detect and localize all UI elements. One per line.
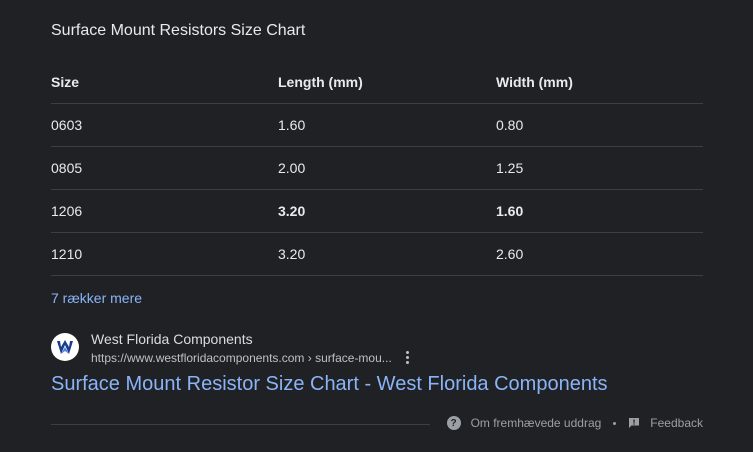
table-cell-size: 1210	[51, 232, 278, 276]
about-featured-snippets-label: Om fremhævede uddrag	[470, 416, 602, 430]
about-featured-snippets-link[interactable]: ? Om fremhævede uddrag	[446, 416, 602, 430]
feedback-label: Feedback	[650, 416, 703, 430]
source-url[interactable]: https://www.westfloridacomponents.com › …	[91, 351, 392, 365]
help-circle-icon: ?	[446, 416, 461, 430]
table-cell-width: 1.25	[496, 146, 703, 190]
result-title-link[interactable]: Surface Mount Resistor Size Chart - West…	[51, 373, 608, 395]
source-site-name[interactable]: West Florida Components	[91, 331, 253, 347]
table-cell-length: 2.00	[278, 146, 496, 190]
more-options-icon[interactable]	[400, 349, 414, 365]
table-header-row: Size Length (mm) Width (mm)	[51, 60, 703, 104]
table-cell-length: 3.20	[278, 189, 496, 233]
site-favicon-icon[interactable]	[51, 333, 79, 361]
size-table: Size Length (mm) Width (mm) 0603 1.60 0.…	[51, 60, 703, 276]
feedback-icon	[629, 418, 640, 428]
table-cell-length: 1.60	[278, 103, 496, 147]
table-row: 1210 3.20 2.60	[51, 232, 703, 276]
table-row-highlighted: 1206 3.20 1.60	[51, 189, 703, 233]
separator-dot	[613, 421, 617, 425]
snippet-title: Surface Mount Resistors Size Chart	[51, 22, 306, 39]
column-header-length: Length (mm)	[278, 60, 496, 104]
table-cell-width: 1.60	[496, 189, 703, 233]
snippet-footer: ? Om fremhævede uddrag Feedback	[446, 416, 703, 430]
table-cell-size: 0805	[51, 146, 278, 190]
table-cell-width: 2.60	[496, 232, 703, 276]
table-row: 0805 2.00 1.25	[51, 146, 703, 190]
table-cell-size: 1206	[51, 189, 278, 233]
divider	[51, 424, 430, 425]
table-row: 0603 1.60 0.80	[51, 103, 703, 147]
column-header-size: Size	[51, 60, 278, 104]
more-rows-link[interactable]: 7 rækker mere	[51, 290, 143, 306]
column-header-width: Width (mm)	[496, 60, 703, 104]
feedback-link[interactable]: Feedback	[628, 416, 703, 430]
table-cell-size: 0603	[51, 103, 278, 147]
table-cell-length: 3.20	[278, 232, 496, 276]
west-florida-components-logo-icon	[55, 337, 75, 357]
table-cell-width: 0.80	[496, 103, 703, 147]
